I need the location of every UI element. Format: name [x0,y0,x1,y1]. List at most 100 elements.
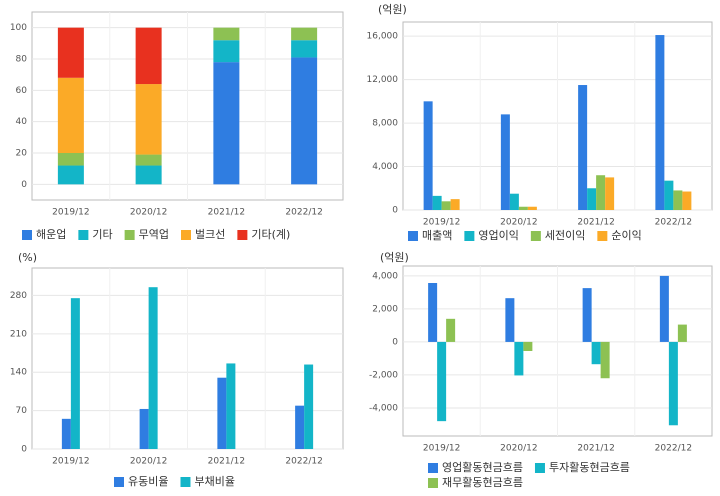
legend-label: 해운업 [36,227,66,241]
x-tick-label: 2019/12 [52,208,89,218]
bar [139,408,149,449]
bar-segment [213,62,240,185]
y-tick-label: -2,000 [369,370,398,380]
legend-swatch [78,230,89,240]
y-tick-label: -4,000 [369,403,398,413]
x-tick-label: 2019/12 [52,457,89,467]
x-tick-label: 2020/12 [130,457,167,467]
bar [518,206,528,210]
bar [446,318,456,342]
x-tick-label: 2022/12 [655,218,692,228]
legend-label: 재무활동현금흐름 [442,475,523,489]
bar [659,275,669,342]
legend-swatch [181,230,191,240]
y-tick-label: 4,000 [372,162,398,172]
x-tick-label: 2019/12 [423,218,460,228]
x-tick-label: 2021/12 [577,218,614,228]
bar [509,193,519,210]
y-tick-label: 0 [392,337,398,347]
bar [505,298,515,342]
legend-label: 투자활동현금흐름 [549,460,630,474]
y-tick-label: 12,000 [367,75,399,85]
legend-swatch [114,477,124,487]
bar [441,201,451,210]
bar-segment [135,27,162,85]
legend-label: 부채비율 [194,475,234,488]
y-tick-label: 16,000 [367,32,399,42]
bar [295,405,305,449]
bar [605,177,615,210]
x-tick-label: 2019/12 [423,444,460,454]
y-tick-label: 8,000 [372,119,398,129]
bar [523,341,533,351]
bar-segment [135,154,162,166]
legend-label: 영업이익 [478,229,518,242]
bar-segment [57,77,84,153]
unit-label: (억원) [380,251,409,264]
bar-segment [135,84,162,155]
bar-segment [291,57,318,185]
bar [304,364,314,449]
y-tick-label: 0 [392,206,398,216]
bar [148,287,158,449]
bar [673,190,683,210]
x-tick-label: 2022/12 [655,444,692,454]
legend-swatch [534,463,545,473]
y-tick-label: 4,000 [372,271,398,281]
bar [677,324,687,342]
bar [217,377,227,449]
unit-label: (억원) [378,3,407,16]
legend-label: 무역업 [139,228,169,241]
legend-label: 순이익 [611,229,641,242]
y-tick-label: 70 [16,406,28,416]
y-tick-label: 20 [16,149,28,159]
legend-swatch [408,231,418,241]
x-tick-label: 2020/12 [500,218,537,228]
y-tick-label: 0 [21,445,27,455]
y-tick-label: 40 [16,117,28,127]
legend-swatch [22,230,32,240]
bar [655,35,665,210]
legend-label: 기타(계) [251,228,290,241]
y-tick-label: 60 [16,86,28,96]
legend-swatch [180,477,191,487]
x-tick-label: 2022/12 [285,457,322,467]
legend-label: 유동비율 [128,475,168,488]
bar [582,288,592,342]
bar [682,191,692,210]
legend-swatch [464,231,475,241]
y-tick-label: 210 [10,329,27,339]
y-tick-label: 100 [10,23,27,33]
bar [527,206,537,210]
bar [600,341,610,379]
bar [587,188,597,210]
bar [432,195,442,210]
bar [596,175,606,210]
x-tick-label: 2021/12 [577,444,614,454]
legend-swatch [124,230,135,240]
x-tick-label: 2021/12 [208,457,245,467]
bar [437,341,447,422]
legend-label: 영업활동현금흐름 [442,460,523,474]
y-tick-label: 0 [21,180,27,190]
bar-segment [57,27,84,78]
x-tick-label: 2020/12 [500,444,537,454]
bar [578,85,588,210]
legend-label: 기타 [92,228,112,241]
bar-segment [213,40,240,63]
x-tick-label: 2022/12 [285,208,322,218]
legend-label: 매출액 [422,229,452,242]
bar [70,298,80,449]
legend-swatch [428,463,438,473]
y-tick-label: 140 [10,368,27,378]
y-tick-label: 280 [10,291,27,301]
bar-segment [135,165,162,185]
legend-swatch [428,478,438,488]
y-tick-label: 80 [16,55,28,65]
bar [591,341,601,365]
bar-segment [213,27,240,41]
x-tick-label: 2021/12 [208,208,245,218]
y-tick-label: 2,000 [372,304,398,314]
bar-segment [291,27,318,41]
